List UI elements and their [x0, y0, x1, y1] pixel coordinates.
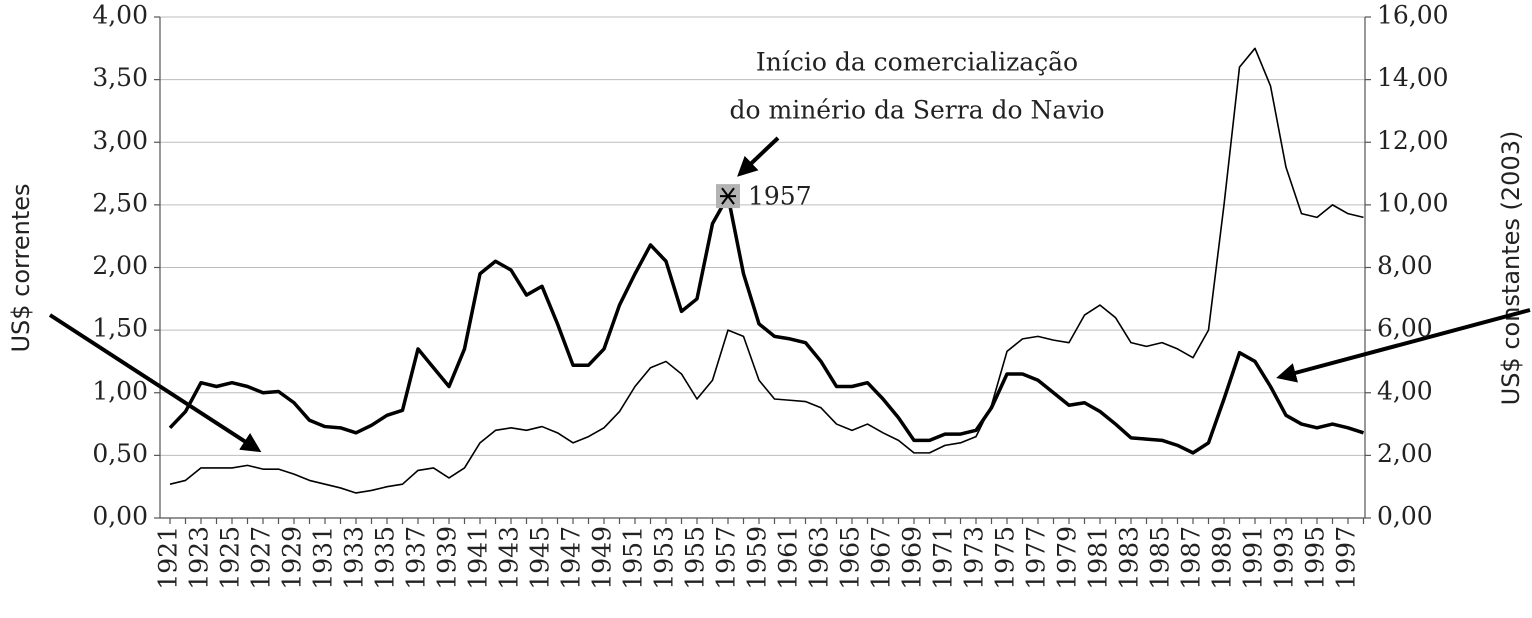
y-tick-label: 0,00: [92, 502, 148, 531]
y2-tick-label: 6,00: [1377, 314, 1433, 343]
x-tick-label: 1923: [185, 526, 214, 590]
line-series: [168, 194, 1365, 455]
x-tick-label: 1979: [1053, 526, 1082, 590]
y-tick-label: 3,00: [92, 126, 148, 155]
y2-tick-label: 2,00: [1377, 439, 1433, 468]
y2-tick-label: 16,00: [1377, 1, 1449, 30]
x-tick-label: 1931: [309, 526, 338, 590]
y2-tick-label: 0,00: [1377, 502, 1433, 531]
x-tick-label: 1959: [743, 526, 772, 590]
annotation: 1957: [748, 182, 812, 211]
y2-axis-title: US$ constantes (2003): [1497, 131, 1525, 406]
x-tick-label: 1995: [1301, 526, 1330, 590]
x-tick-label: 1989: [1208, 526, 1237, 590]
x-tick-label: 1955: [681, 526, 710, 590]
x-tick-label: 1927: [247, 526, 276, 590]
x-tick-label: 1949: [588, 526, 617, 590]
x-tick-label: 1969: [898, 526, 927, 590]
y-tick-label: 3,50: [92, 63, 148, 92]
x-tick-label: 1957: [712, 526, 741, 590]
x-tick-label: 1929: [278, 526, 307, 590]
annotation: do minério da Serra do Navio: [729, 96, 1104, 125]
x-tick-label: 1963: [805, 526, 834, 590]
y-axis-title: US$ correntes: [7, 183, 35, 352]
x-tick-label: 1981: [1084, 526, 1113, 590]
x-tick-label: 1987: [1177, 526, 1206, 590]
y-tick-label: 1,00: [92, 376, 148, 405]
x-tick-label: 1943: [495, 526, 524, 590]
annotation: Início da comercialização: [756, 48, 1078, 77]
x-tick-label: 1939: [433, 526, 462, 590]
x-tick-label: 1993: [1270, 526, 1299, 590]
x-tick-label: 1997: [1332, 526, 1361, 590]
y-tick-label: 0,50: [92, 439, 148, 468]
y-tick-label: 1,50: [92, 314, 148, 343]
x-tick-label: 1971: [929, 526, 958, 590]
y2-tick-label: 10,00: [1377, 188, 1449, 217]
x-tick-label: 1961: [774, 526, 803, 590]
y2-tick-label: 8,00: [1377, 251, 1433, 280]
x-tick-label: 1933: [340, 526, 369, 590]
x-tick-label: 1973: [960, 526, 989, 590]
annotation-arrow: [737, 136, 780, 177]
x-tick-label: 1975: [991, 526, 1020, 590]
x-tick-label: 1947: [557, 526, 586, 590]
x-tick-label: 1925: [216, 526, 245, 590]
x-tick-label: 1983: [1115, 526, 1144, 590]
grid: [160, 16, 1365, 519]
y2-tick-label: 14,00: [1377, 63, 1449, 92]
y2-tick-label: 4,00: [1377, 376, 1433, 405]
x-tick-label: 1953: [650, 526, 679, 590]
line-series: [169, 47, 1364, 494]
x-tick-label: 1991: [1239, 526, 1268, 590]
x-tick-label: 1921: [154, 526, 183, 590]
x-tick-label: 1937: [402, 526, 431, 590]
y-tick-label: 2,00: [92, 251, 148, 280]
x-tick-label: 1965: [836, 526, 865, 590]
x-tick-label: 1945: [526, 526, 555, 590]
x-tick-label: 1951: [619, 526, 648, 590]
x-tick-label: 1941: [464, 526, 493, 590]
x-tick-label: 1935: [371, 526, 400, 590]
y-tick-label: 4,00: [92, 1, 148, 30]
y-tick-label: 2,50: [92, 188, 148, 217]
highlight-star: [720, 187, 736, 205]
x-tick-label: 1977: [1022, 526, 1051, 590]
pointer-arrow: [1276, 308, 1531, 383]
y2-tick-label: 12,00: [1377, 126, 1449, 155]
x-tick-label: 1967: [867, 526, 896, 590]
pointer-arrow: [48, 313, 262, 453]
x-tick-label: 1985: [1146, 526, 1175, 590]
